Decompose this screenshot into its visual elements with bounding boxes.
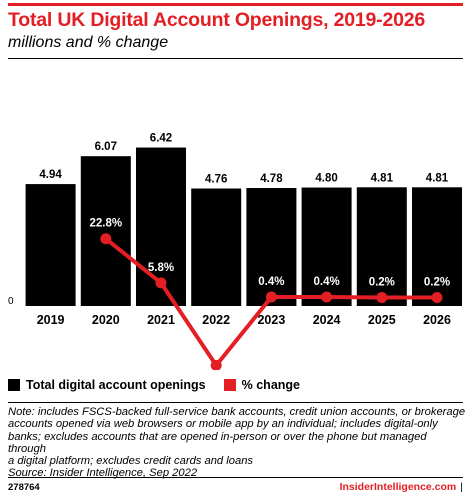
header-divider [8,58,463,59]
percent-label-2021: 5.8% [148,262,174,274]
chart-note: Note: includes FSCS-backed full-service … [8,406,466,480]
bar-2019 [25,184,76,306]
bar-2023 [246,188,297,306]
percent-point-2024 [321,291,333,303]
legend-swatch-change [223,379,236,391]
percent-label-2025: 0.2% [369,276,395,288]
percent-point-2023 [265,291,277,303]
legend-item-openings: Total digital account openings [8,378,206,392]
chart-area: 0 4.94 2019 6.07 2020 6.42 2021 4.76 2022 4.78 202… [8,133,462,370]
bar-2025 [356,187,407,306]
bar-2026 [412,187,462,306]
x-tick-label-2023: 2023 [257,313,285,327]
bar-2024 [301,187,352,306]
x-tick-label-2019: 2019 [37,313,65,327]
top-accent-bar [8,3,463,6]
bar-label-2020: 6.07 [95,141,117,153]
bar-label-2022: 4.76 [205,174,227,186]
bar-label-2019: 4.94 [39,169,62,181]
note-line-3: banks; excludes accounts that are opened… [8,430,427,455]
bar-label-2025: 4.81 [371,172,394,184]
legend: Total digital account openings % change [8,378,318,392]
percent-label-2020: 22.8% [89,218,122,230]
chart-title: Total UK Digital Account Openings, 2019-… [8,9,426,31]
bar-2020 [80,156,131,306]
note-line-2: accounts opened via web browsers or mobi… [8,418,438,431]
brand-logo: InsiderIntelligence.com | [339,481,463,493]
percent-point-2026 [431,291,443,303]
percent-point-2025 [376,291,388,303]
legend-label-change: % change [241,378,300,392]
bar-label-2024: 4.80 [315,173,337,185]
note-divider [8,402,463,403]
bar-2022 [191,188,242,306]
source-line: Source: Insider Intelligence, Sep 2022 [8,467,198,480]
percent-point-2020 [100,233,112,245]
y-axis-zero-label: 0 [8,296,14,307]
x-tick-label-2020: 2020 [92,313,120,327]
legend-label-openings: Total digital account openings [26,378,206,392]
legend-item-change: % change [223,378,300,392]
footer-divider [8,477,463,478]
bar-label-2021: 6.42 [150,133,172,145]
percent-label-2023: 0.4% [258,276,284,288]
bar-label-2026: 4.81 [426,172,449,184]
percent-point-2021 [155,277,167,289]
legend-swatch-openings [8,379,20,391]
percent-label-2026: 0.2% [424,276,450,288]
x-tick-label-2022: 2022 [202,313,230,327]
percent-label-2024: 0.4% [313,276,339,288]
chart-id: 278764 [8,482,40,493]
x-tick-label-2025: 2025 [368,313,396,327]
bar-label-2023: 4.78 [260,173,283,185]
chart-subtitle: millions and % change [8,34,169,51]
percent-point-2022 [210,359,222,370]
x-tick-label-2026: 2026 [423,313,451,327]
x-tick-label-2024: 2024 [313,313,341,327]
note-line-4: a digital platform; excludes credit card… [8,455,254,468]
x-tick-label-2021: 2021 [147,313,175,327]
note-line-1: Note: includes FSCS-backed full-service … [8,406,466,418]
